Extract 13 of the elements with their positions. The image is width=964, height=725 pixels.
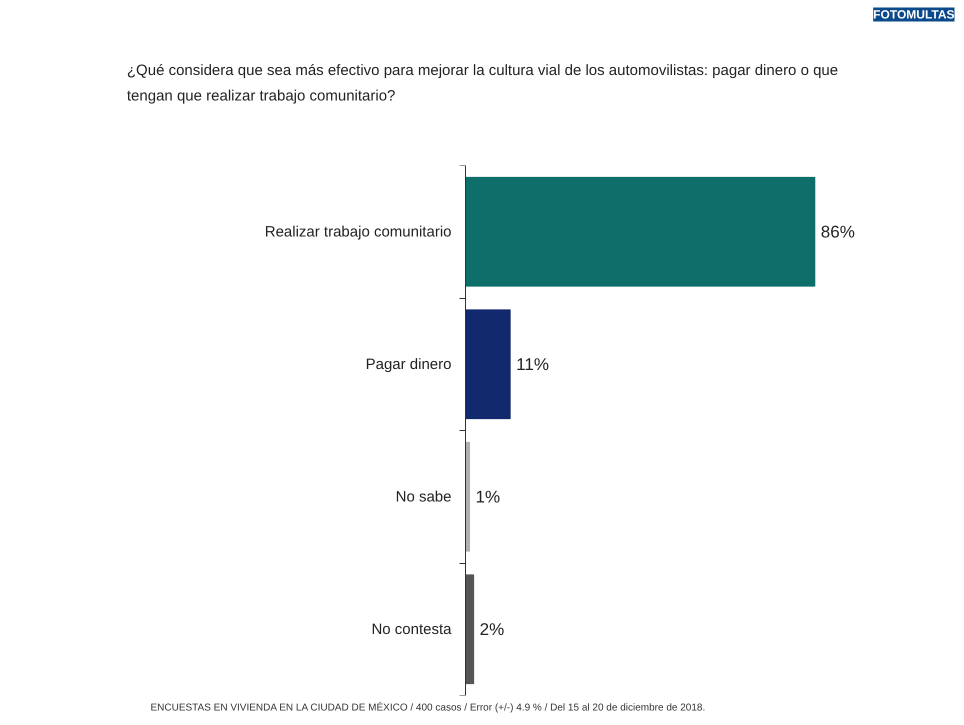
y-tick-label: No sabe (396, 488, 452, 506)
y-tick-label: Realizar trabajo comunitario (264, 223, 452, 240)
data-label: 86% (820, 222, 855, 242)
bar (465, 176, 816, 287)
chart-title: ¿Qué considera que sea más efectivo para mejorar la cultura vial de los automovilistas: pagar dinero o que tengan que realizar trabajo comunitario? (126, 62, 838, 104)
y-tick-label: No contesta (371, 620, 452, 638)
text: FOTOMULTAS (873, 8, 955, 22)
data-label: 1% (476, 487, 500, 506)
data-label: 11% (516, 354, 549, 374)
text: ENCUESTAS EN VIVIENDA EN LA CIUDAD DE MÉXICO / 400 casos / Error (+/-) 4.9 % / Del 15 al 20 de diciembre de 2018. (150, 702, 706, 714)
y-tick-label: Pagar dinero (366, 356, 452, 373)
bar (465, 309, 511, 420)
data-label: 2% (480, 620, 504, 639)
